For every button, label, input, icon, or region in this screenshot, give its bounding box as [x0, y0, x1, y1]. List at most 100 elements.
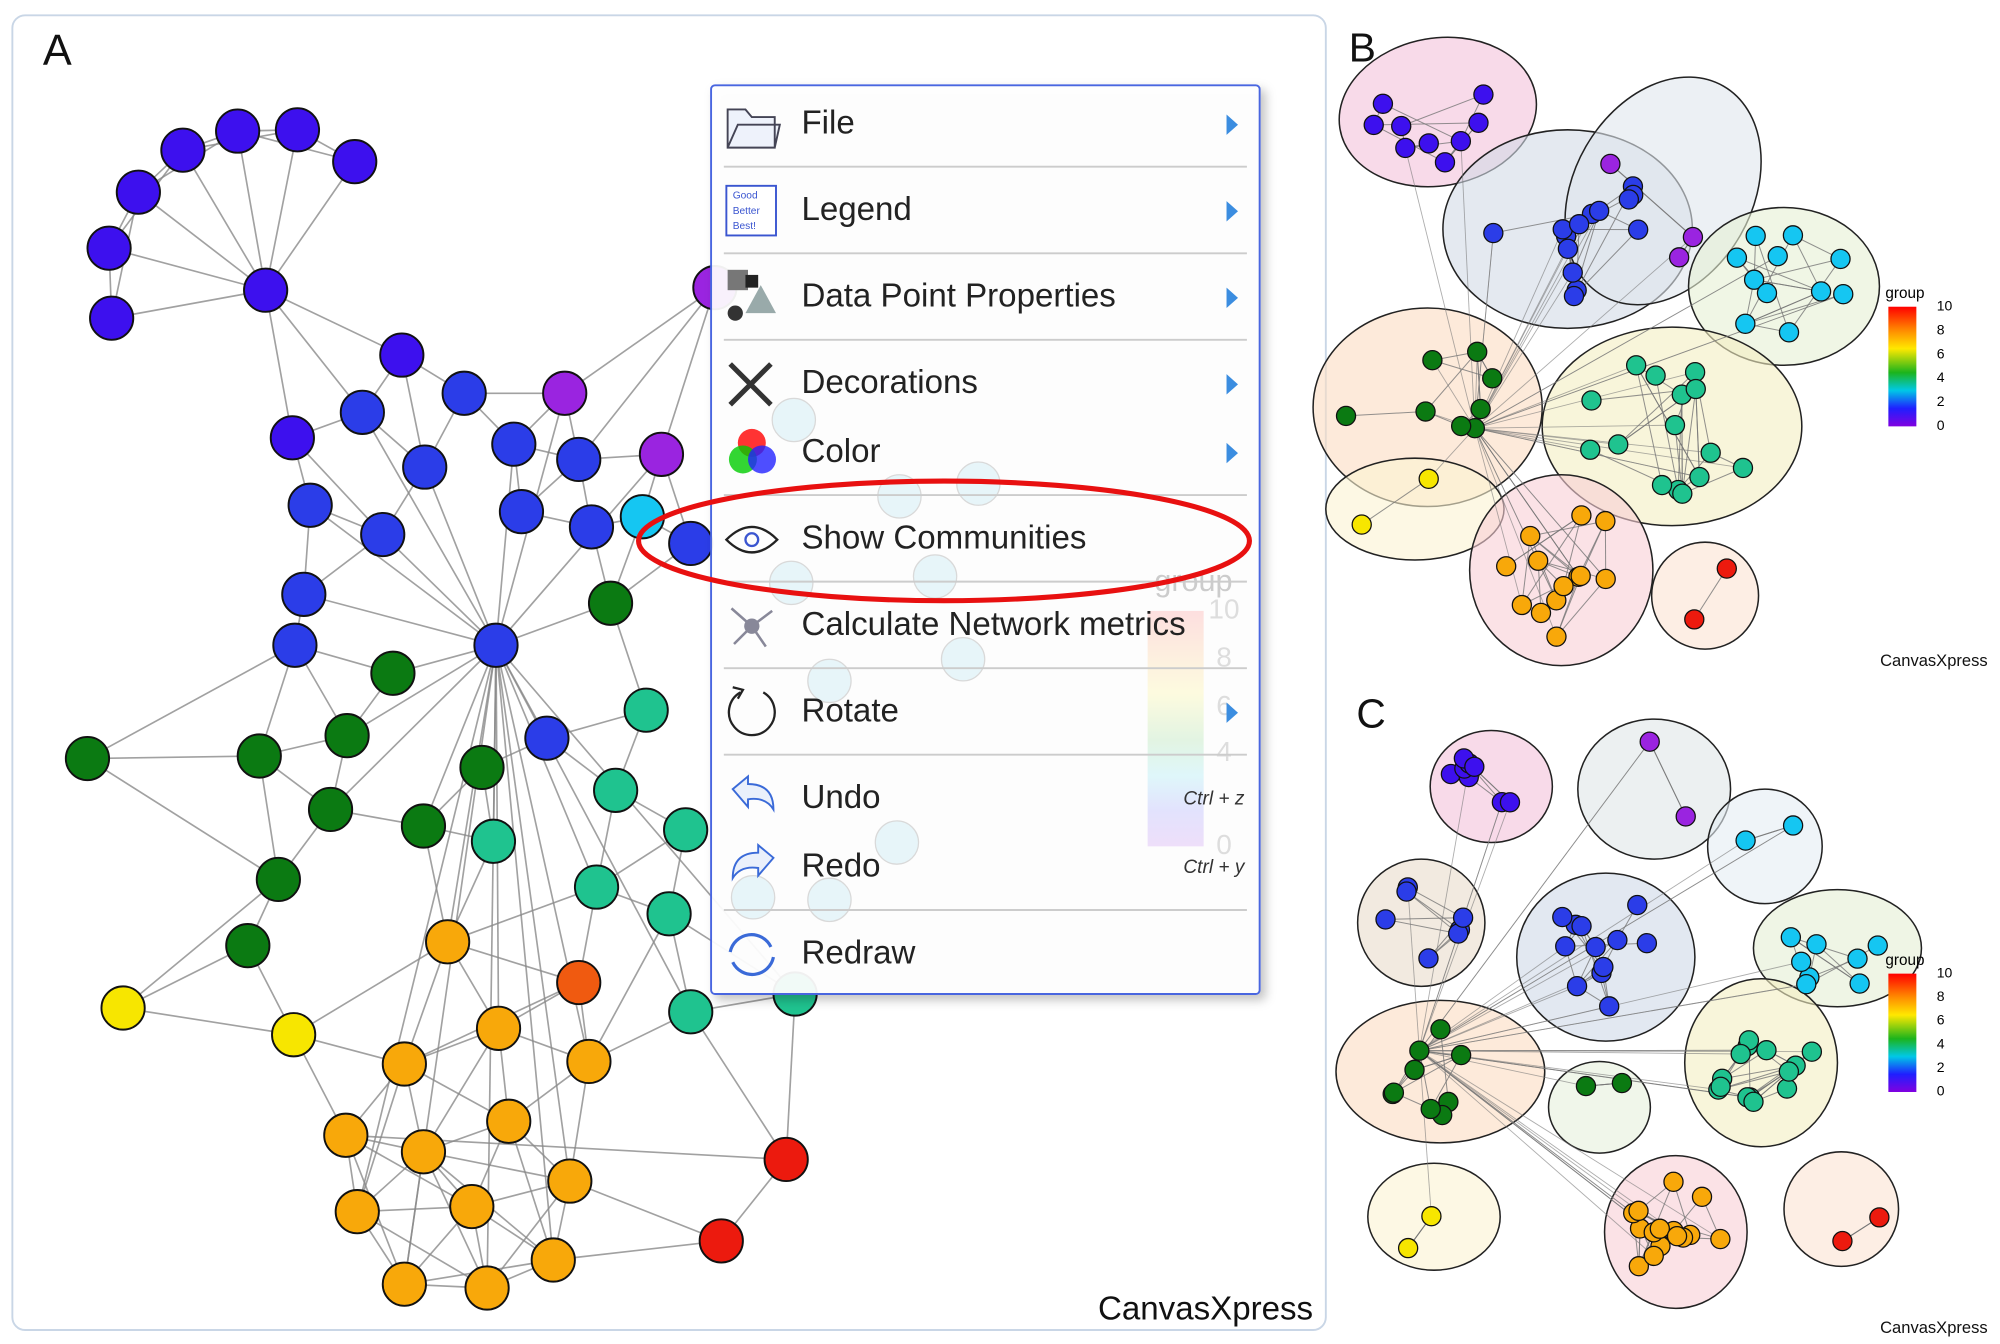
node	[1450, 131, 1472, 152]
node	[1776, 1078, 1798, 1099]
edge	[1474, 293, 1844, 429]
node	[1735, 830, 1756, 851]
edge	[495, 644, 598, 888]
edge	[137, 191, 267, 291]
node	[1643, 1245, 1664, 1267]
node	[1588, 200, 1610, 222]
faded-node	[874, 820, 920, 865]
menu-item-hit[interactable]	[715, 349, 1256, 420]
menu-item-label[interactable]: Color	[801, 433, 880, 470]
edge	[356, 645, 497, 1212]
legend-title: group	[1885, 285, 1924, 302]
edge	[1419, 939, 1618, 1052]
node	[400, 803, 447, 849]
menu-item[interactable]: Redraw	[715, 919, 1256, 990]
edge	[1474, 428, 1557, 637]
menu-item-label[interactable]: Rotate	[801, 692, 898, 729]
edge	[1529, 535, 1579, 578]
edge	[122, 1007, 294, 1036]
node	[1832, 1230, 1853, 1252]
node	[379, 332, 425, 378]
menu-item[interactable]: Rotate	[715, 677, 1256, 748]
menu-item[interactable]: Calculate Network metrics	[715, 591, 1256, 662]
node	[1782, 815, 1804, 836]
menu-item[interactable]: Legend	[715, 176, 1256, 247]
node	[1627, 894, 1648, 916]
legend-icon-text: Best!	[733, 221, 756, 232]
edge	[1474, 428, 1557, 601]
menu-item-hit[interactable]	[715, 677, 1256, 748]
edge	[87, 757, 279, 881]
node	[215, 108, 261, 154]
edge	[309, 504, 497, 646]
edge	[111, 289, 266, 319]
menu-item-hit[interactable]	[715, 176, 1256, 247]
community-hull	[1683, 977, 1839, 1148]
menu-item-label[interactable]: Redo	[801, 848, 880, 885]
node	[556, 436, 602, 483]
edge	[785, 993, 796, 1160]
menu-item[interactable]: Decorations	[715, 349, 1256, 420]
node	[1689, 466, 1710, 488]
menu-item-hit[interactable]	[715, 89, 1256, 160]
menu-item[interactable]: Data Point Properties	[715, 262, 1256, 333]
node	[402, 444, 448, 490]
menu-item-hit[interactable]	[715, 832, 1256, 903]
menu-item-label[interactable]: Legend	[801, 191, 911, 228]
edge	[122, 878, 279, 1009]
menu-item-label[interactable]: Calculate Network metrics	[801, 606, 1185, 643]
menu-item-label[interactable]: Redraw	[801, 934, 915, 971]
node	[1351, 514, 1372, 535]
edge	[1474, 236, 1694, 429]
menu-item[interactable]: Show Communities	[715, 504, 1256, 575]
edge	[1419, 1050, 1655, 1233]
node	[1625, 355, 1647, 376]
menu-item-label[interactable]: Data Point Properties	[801, 278, 1115, 315]
node	[1563, 285, 1585, 307]
node	[324, 713, 370, 759]
node	[1468, 112, 1489, 134]
node	[638, 431, 685, 477]
node	[524, 715, 570, 761]
menu-icon	[731, 843, 775, 882]
menu-item[interactable]: Redo Ctrl + y	[715, 832, 1256, 903]
menu-item-label[interactable]: Undo	[801, 779, 880, 816]
edge	[1754, 279, 1822, 292]
edge	[1401, 94, 1484, 127]
menu-icon	[727, 269, 748, 291]
menu-item-hit[interactable]	[715, 919, 1256, 990]
menu-item-label[interactable]: Decorations	[801, 364, 978, 401]
node	[1470, 398, 1491, 420]
node	[1745, 225, 1766, 247]
community-hull	[1650, 541, 1760, 650]
node	[1520, 525, 1541, 547]
edge	[1682, 467, 1744, 495]
node	[1421, 1206, 1442, 1227]
node	[1628, 1200, 1649, 1222]
node	[1452, 907, 1474, 928]
menu-item-hit[interactable]	[715, 764, 1256, 835]
menu-item[interactable]: File	[715, 89, 1256, 160]
legend-icon-text: Good	[733, 191, 758, 202]
menu-panel	[710, 84, 1261, 995]
node	[668, 989, 714, 1035]
node	[1649, 1218, 1670, 1239]
node	[1595, 568, 1616, 590]
edge	[345, 1134, 473, 1208]
menu-item[interactable]: Undo Ctrl + z	[715, 764, 1256, 835]
node	[1496, 556, 1517, 577]
edge	[293, 941, 449, 1036]
menu-item[interactable]: Color	[715, 417, 1256, 488]
faded-legend-tick: 10	[1208, 593, 1239, 624]
node	[1409, 1040, 1430, 1061]
node	[1552, 906, 1573, 928]
edge	[1419, 1050, 1748, 1098]
node	[1618, 189, 1640, 210]
menu-item-hit[interactable]	[715, 417, 1256, 488]
menu-item-label[interactable]: File	[801, 104, 854, 141]
legend-tick: 0	[1937, 1083, 1945, 1099]
menu-item-label[interactable]: Show Communities	[801, 519, 1086, 556]
node	[425, 919, 471, 965]
menu-icon	[744, 618, 760, 634]
node	[470, 818, 517, 864]
